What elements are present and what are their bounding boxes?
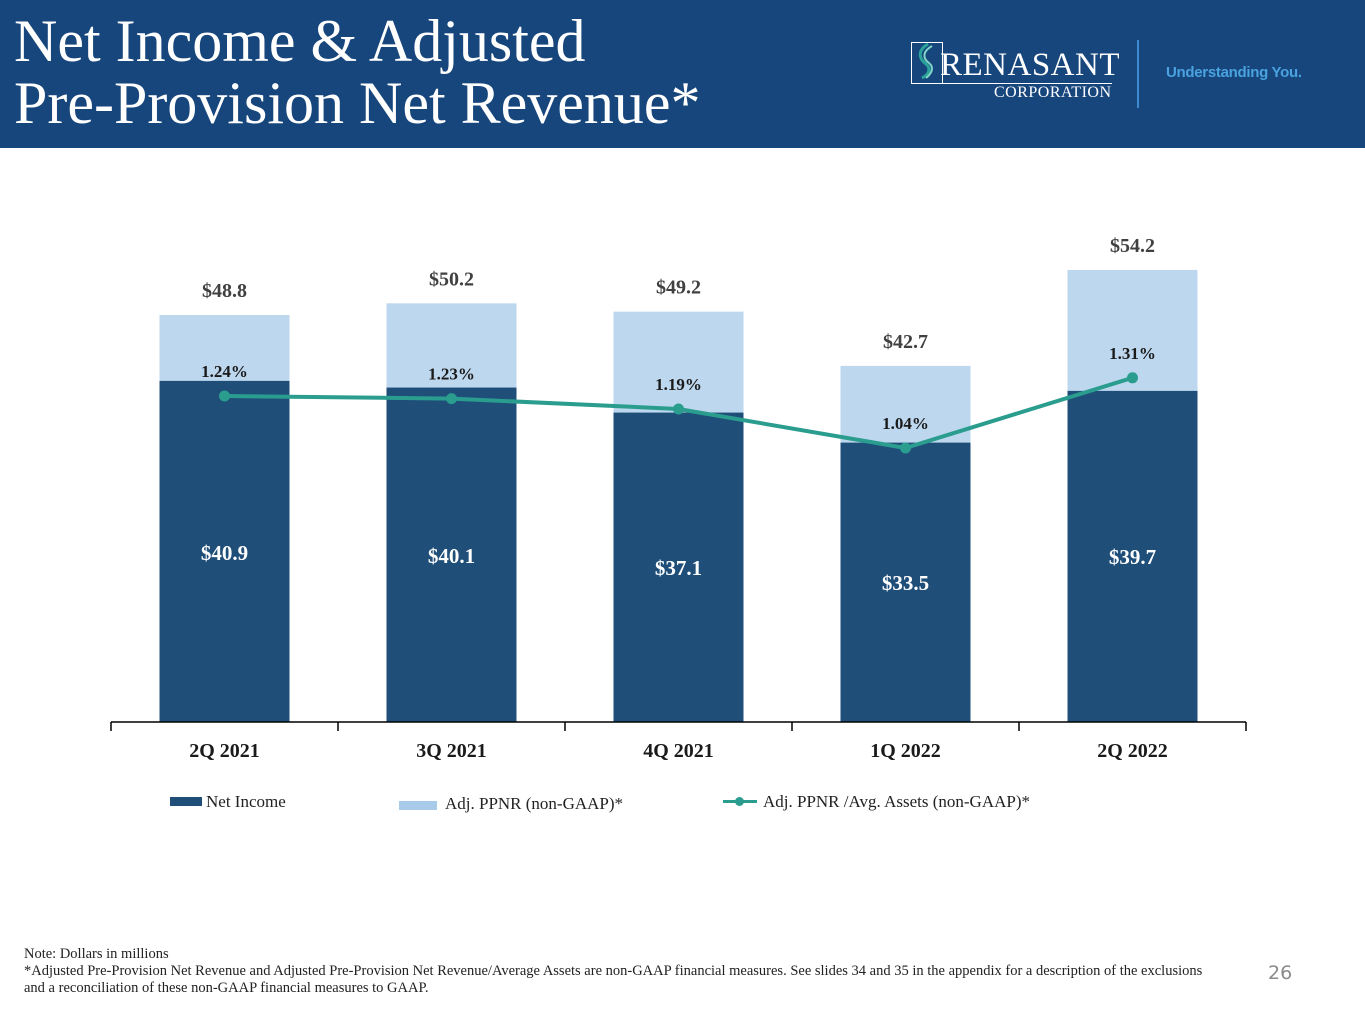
data-label-ratio: 1.23% [428, 365, 475, 384]
tagline: Understanding You. [1166, 64, 1302, 81]
bar-net-income [386, 387, 517, 722]
legend-label-adj-ppnr: Adj. PPNR (non-GAAP)* [445, 794, 624, 813]
data-label-net-income: $39.7 [1109, 545, 1156, 569]
line-point-ratio [673, 403, 684, 415]
line-point-ratio [1127, 372, 1138, 384]
line-point-ratio [900, 442, 911, 454]
legend-swatch-net-income [170, 796, 202, 806]
x-tick-label: 1Q 2022 [870, 740, 941, 762]
footnote: Note: Dollars in millions *Adjusted Pre-… [24, 946, 1224, 997]
legend-swatch-adj-ppnr [399, 800, 437, 810]
page-title: Net Income & Adjusted Pre-Provision Net … [14, 10, 701, 134]
page-number: 26 [1268, 962, 1293, 984]
company-logo: RENASANT CORPORATION [908, 40, 1120, 102]
data-label-ratio: 1.04% [882, 414, 929, 433]
data-label-net-income: $37.1 [655, 556, 702, 580]
x-tick-label: 4Q 2021 [643, 740, 714, 762]
title-line-1: Net Income & Adjusted [14, 8, 586, 74]
data-label-adj-ppnr: $42.7 [883, 331, 928, 353]
data-label-net-income: $40.1 [428, 544, 475, 568]
legend-label-net-income: Net Income [206, 792, 286, 811]
logo-swoosh-icon [918, 42, 933, 80]
data-label-net-income: $40.9 [201, 541, 248, 565]
data-label-adj-ppnr: $50.2 [429, 268, 474, 290]
bar-net-income [840, 442, 971, 722]
bar-net-income [1067, 390, 1198, 722]
x-tick-label: 2Q 2022 [1097, 740, 1168, 762]
data-label-net-income: $33.5 [882, 571, 929, 595]
bar-net-income [159, 380, 290, 722]
data-label-ratio: 1.19% [655, 375, 702, 394]
logo-frame [911, 42, 943, 84]
data-label-adj-ppnr: $48.8 [202, 280, 247, 302]
x-tick-label: 2Q 2021 [189, 740, 260, 762]
legend-item-ratio: Adj. PPNR /Avg. Assets (non-GAAP)* [723, 792, 1030, 812]
logo-rule [940, 83, 1112, 84]
data-label-adj-ppnr: $54.2 [1110, 235, 1155, 257]
legend-item-adj-ppnr: Adj. PPNR (non-GAAP)* [399, 794, 623, 814]
data-label-ratio: 1.24% [201, 362, 248, 381]
chart: $48.8 $40.9 2Q 2021 $50.2 $40.1 3Q 2021 $49.2 $… [110, 235, 1247, 762]
footnote-note: Note: Dollars in millions [24, 946, 169, 962]
footnote-disclaimer: *Adjusted Pre-Provision Net Revenue and … [24, 963, 1203, 996]
line-point-ratio [219, 390, 230, 402]
x-tick-label: 3Q 2021 [416, 740, 487, 762]
header-divider [1137, 40, 1139, 108]
header-banner: Net Income & Adjusted Pre-Provision Net … [0, 0, 1365, 148]
line-point-ratio [446, 393, 457, 405]
data-label-adj-ppnr: $49.2 [656, 277, 701, 299]
logo-subtitle: CORPORATION [994, 84, 1112, 101]
legend-item-net-income: Net Income [170, 792, 286, 812]
title-line-2: Pre-Provision Net Revenue* [14, 70, 701, 136]
legend-swatch-ratio [723, 796, 757, 806]
bar-net-income [613, 412, 744, 722]
logo-wordmark: RENASANT [940, 47, 1121, 83]
legend-label-ratio: Adj. PPNR /Avg. Assets (non-GAAP)* [763, 792, 1030, 811]
data-label-ratio: 1.31% [1109, 344, 1156, 363]
